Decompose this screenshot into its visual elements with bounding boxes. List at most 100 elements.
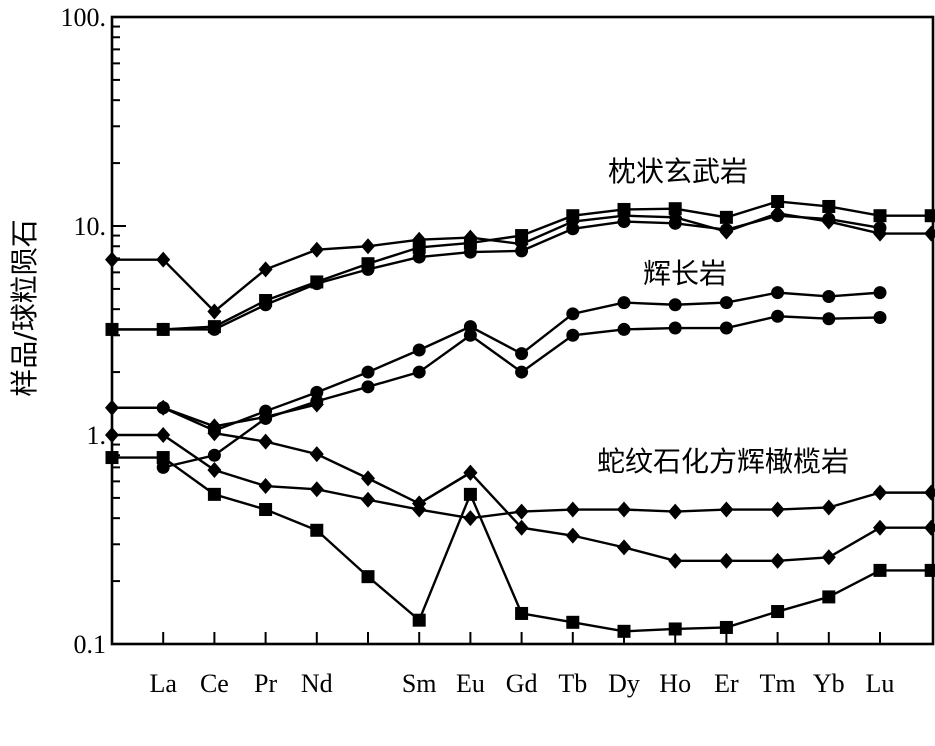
data-point-circle — [259, 298, 273, 312]
annotation-pillow-basalt: 枕状玄武岩 — [608, 155, 748, 188]
data-point-diamond — [924, 519, 935, 536]
data-point-circle — [515, 244, 529, 258]
data-point-square — [515, 229, 529, 243]
y-tick-label: 10. — [74, 212, 107, 241]
y-tick-label: 0.1 — [74, 630, 107, 659]
x-tick-label: Lu — [866, 669, 895, 698]
data-point-circle — [156, 322, 170, 336]
data-point-square — [515, 606, 529, 620]
data-point-square — [463, 487, 477, 501]
data-point-diamond — [309, 396, 324, 413]
x-tick-label: Pr — [254, 669, 277, 698]
data-point-square — [566, 209, 580, 223]
x-tick-label: Ho — [659, 669, 691, 698]
data-point-circle — [719, 321, 733, 335]
data-point-square — [617, 624, 631, 638]
data-point-circle — [822, 312, 836, 326]
data-point-diamond — [924, 484, 935, 501]
data-point-square — [771, 194, 785, 208]
series-8 — [105, 451, 935, 638]
data-point-diamond — [873, 519, 887, 536]
data-point-diamond — [207, 425, 222, 442]
data-point-diamond — [105, 251, 119, 268]
data-point-diamond — [463, 510, 478, 527]
data-point-diamond — [207, 462, 222, 479]
data-point-circle — [412, 343, 426, 357]
data-point-square — [822, 199, 836, 213]
series-7 — [207, 425, 935, 569]
data-point-circle — [156, 460, 170, 474]
series-line — [112, 212, 932, 314]
data-point-diamond — [412, 495, 427, 512]
data-point-square — [873, 563, 887, 577]
data-point-diamond — [361, 470, 375, 487]
data-point-square — [310, 523, 324, 537]
x-tick-label: Ce — [200, 669, 229, 698]
data-point-diamond — [821, 549, 836, 566]
x-tick-label: Tb — [558, 669, 587, 698]
data-point-square — [361, 570, 375, 584]
data-point-circle — [412, 365, 426, 379]
x-tick-label: La — [149, 669, 177, 698]
y-axis-label: 样品/球粒陨石 — [8, 219, 41, 396]
data-point-circle — [515, 347, 529, 361]
data-point-circle — [310, 277, 324, 291]
data-point-diamond — [514, 519, 529, 536]
x-tick-label: Er — [714, 669, 739, 698]
data-point-square — [924, 563, 935, 577]
data-point-circle — [566, 307, 580, 321]
data-point-diamond — [258, 478, 273, 495]
data-point-square — [771, 605, 785, 619]
data-point-square — [207, 487, 221, 501]
series-0 — [105, 205, 935, 320]
data-point-square — [463, 236, 477, 250]
data-point-square — [668, 202, 682, 216]
x-tick-label: Nd — [301, 669, 333, 698]
x-tick-label: Dy — [608, 669, 640, 698]
y-tick-label: 1. — [87, 421, 107, 450]
series-layer — [105, 194, 935, 638]
data-point-circle — [771, 286, 785, 300]
data-point-diamond — [156, 427, 171, 443]
data-point-square — [412, 240, 426, 254]
data-point-circle — [310, 385, 324, 399]
data-point-diamond — [361, 238, 375, 255]
data-point-circle — [412, 250, 426, 264]
data-point-circle — [463, 245, 477, 259]
data-point-diamond — [105, 427, 119, 443]
data-point-circle — [719, 296, 733, 310]
data-point-diamond — [924, 225, 935, 242]
data-point-diamond — [821, 499, 836, 516]
data-point-diamond — [565, 527, 580, 544]
data-point-diamond — [361, 491, 375, 508]
data-point-circle — [771, 309, 785, 323]
data-point-diamond — [770, 501, 785, 518]
data-point-diamond — [873, 484, 887, 501]
data-point-square — [617, 202, 631, 216]
x-tick-label: Gd — [506, 669, 538, 698]
x-tick-label: Sm — [402, 669, 437, 698]
data-point-diamond — [156, 399, 171, 416]
series-2 — [105, 209, 887, 336]
data-point-circle — [207, 448, 221, 462]
data-point-diamond — [719, 552, 734, 569]
data-point-square — [412, 613, 426, 627]
series-line — [112, 456, 932, 633]
series-line — [112, 200, 932, 331]
data-point-diamond — [258, 433, 273, 450]
x-axis-ticks: La Ce Pr Nd Sm Eu Gd Tb Dy Ho Er Tm Yb Lu — [149, 632, 894, 698]
data-point-square — [873, 209, 887, 223]
series-6 — [105, 427, 935, 527]
data-point-square — [822, 590, 836, 604]
data-point-diamond — [617, 501, 631, 518]
data-point-circle — [668, 321, 682, 335]
data-point-circle — [668, 216, 682, 230]
data-point-circle — [617, 296, 631, 310]
data-point-square — [924, 209, 935, 223]
data-point-circle — [822, 289, 836, 303]
data-point-circle — [719, 223, 733, 237]
data-point-circle — [668, 298, 682, 312]
plot-frame — [110, 15, 935, 646]
data-point-diamond — [258, 261, 273, 278]
data-point-diamond — [309, 241, 324, 258]
